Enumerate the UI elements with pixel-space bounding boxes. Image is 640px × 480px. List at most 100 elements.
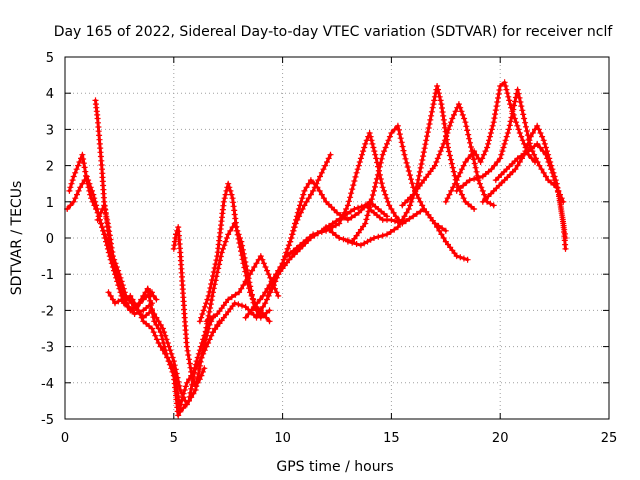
data-point-marker	[390, 209, 397, 216]
data-point-marker	[320, 195, 327, 202]
data-point-marker	[68, 180, 75, 187]
data-point-marker	[130, 305, 137, 312]
data-point-marker	[452, 108, 459, 115]
data-point-marker	[225, 180, 232, 187]
data-point-marker	[430, 101, 437, 108]
data-point-marker	[527, 133, 534, 140]
data-point-marker	[303, 198, 310, 205]
data-point-marker	[401, 151, 408, 158]
data-point-marker	[363, 216, 370, 223]
data-point-marker	[118, 278, 125, 285]
tick-layer: 0 5 10 15 20 25 -5 -4 -3 -2 -1 0 1 2 3 4 5	[41, 51, 617, 446]
data-point-marker	[507, 118, 514, 125]
data-point-marker	[508, 114, 515, 121]
data-point-marker	[225, 296, 232, 303]
data-point-marker	[262, 264, 269, 270]
data-point-marker	[416, 172, 423, 179]
data-point-marker	[362, 140, 369, 147]
data-point-marker	[269, 282, 276, 289]
data-point-marker	[199, 340, 206, 346]
data-point-marker	[344, 202, 351, 209]
data-point-marker	[442, 198, 449, 205]
data-point-marker	[518, 133, 525, 140]
data-point-marker	[488, 126, 495, 133]
data-point-marker	[341, 209, 348, 216]
data-point-marker	[128, 300, 135, 307]
data-point-marker	[108, 244, 115, 251]
data-point-marker	[484, 144, 491, 151]
data-point-marker	[506, 122, 513, 129]
data-point-marker	[355, 204, 361, 211]
x-tick-label: 5	[170, 431, 178, 446]
data-point-marker	[153, 321, 160, 328]
data-point-marker	[486, 137, 492, 144]
data-point-marker	[300, 239, 307, 246]
data-point-marker	[539, 133, 546, 140]
data-point-marker	[518, 103, 525, 110]
data-point-marker	[288, 254, 295, 260]
data-point-marker	[246, 285, 252, 292]
data-point-marker	[413, 210, 420, 217]
data-point-marker	[470, 156, 477, 163]
data-point-marker	[203, 318, 210, 325]
data-point-marker	[331, 206, 338, 213]
data-point-marker	[295, 206, 302, 212]
data-point-marker	[70, 198, 77, 205]
data-point-marker	[163, 350, 170, 357]
data-point-marker	[391, 226, 398, 233]
data-point-marker	[251, 264, 258, 270]
data-point-marker	[514, 155, 521, 162]
data-point-marker	[400, 147, 407, 154]
data-point-marker	[536, 162, 543, 169]
data-point-marker	[417, 208, 424, 215]
data-point-marker	[120, 285, 127, 292]
data-point-marker	[231, 300, 238, 307]
data-point-marker	[259, 256, 266, 263]
data-point-marker	[79, 180, 86, 187]
data-point-marker	[316, 187, 323, 194]
data-point-marker	[119, 282, 126, 289]
data-point-marker	[415, 176, 422, 183]
data-point-marker	[325, 155, 332, 162]
data-point-marker	[479, 155, 486, 162]
data-point-marker	[169, 354, 176, 361]
data-point-marker	[93, 202, 100, 209]
data-point-marker	[329, 229, 336, 236]
data-point-marker	[511, 158, 518, 165]
data-point-marker	[485, 140, 492, 147]
data-point-marker	[421, 145, 428, 152]
data-point-marker	[472, 164, 479, 171]
data-point-marker	[121, 300, 128, 307]
data-point-marker	[210, 273, 216, 279]
data-point-marker	[201, 336, 208, 343]
data-point-marker	[348, 190, 355, 197]
data-point-marker	[115, 298, 122, 305]
data-point-marker	[332, 222, 339, 229]
data-point-marker	[347, 208, 354, 215]
data-point-marker	[497, 83, 504, 89]
data-point-marker	[457, 169, 464, 176]
data-point-marker	[511, 102, 518, 109]
data-point-marker	[386, 133, 393, 140]
data-point-marker	[408, 176, 414, 183]
data-point-marker	[205, 292, 212, 299]
data-point-marker	[371, 187, 377, 194]
data-point-marker	[283, 249, 290, 256]
data-point-marker	[305, 180, 312, 187]
data-point-marker	[273, 289, 280, 296]
data-point-marker	[375, 233, 382, 240]
data-point-marker	[257, 253, 264, 260]
data-point-marker	[532, 155, 539, 162]
data-point-marker	[494, 99, 501, 105]
data-point-marker	[94, 216, 101, 223]
data-point-marker	[471, 175, 478, 182]
data-point-marker	[376, 163, 383, 170]
data-point-marker	[392, 218, 398, 225]
data-point-marker	[317, 173, 323, 180]
data-point-marker	[468, 151, 475, 158]
data-point-marker	[408, 198, 415, 205]
data-point-marker	[232, 291, 239, 298]
data-point-marker	[401, 213, 408, 220]
data-point-marker	[460, 195, 467, 202]
data-point-marker	[211, 265, 218, 271]
